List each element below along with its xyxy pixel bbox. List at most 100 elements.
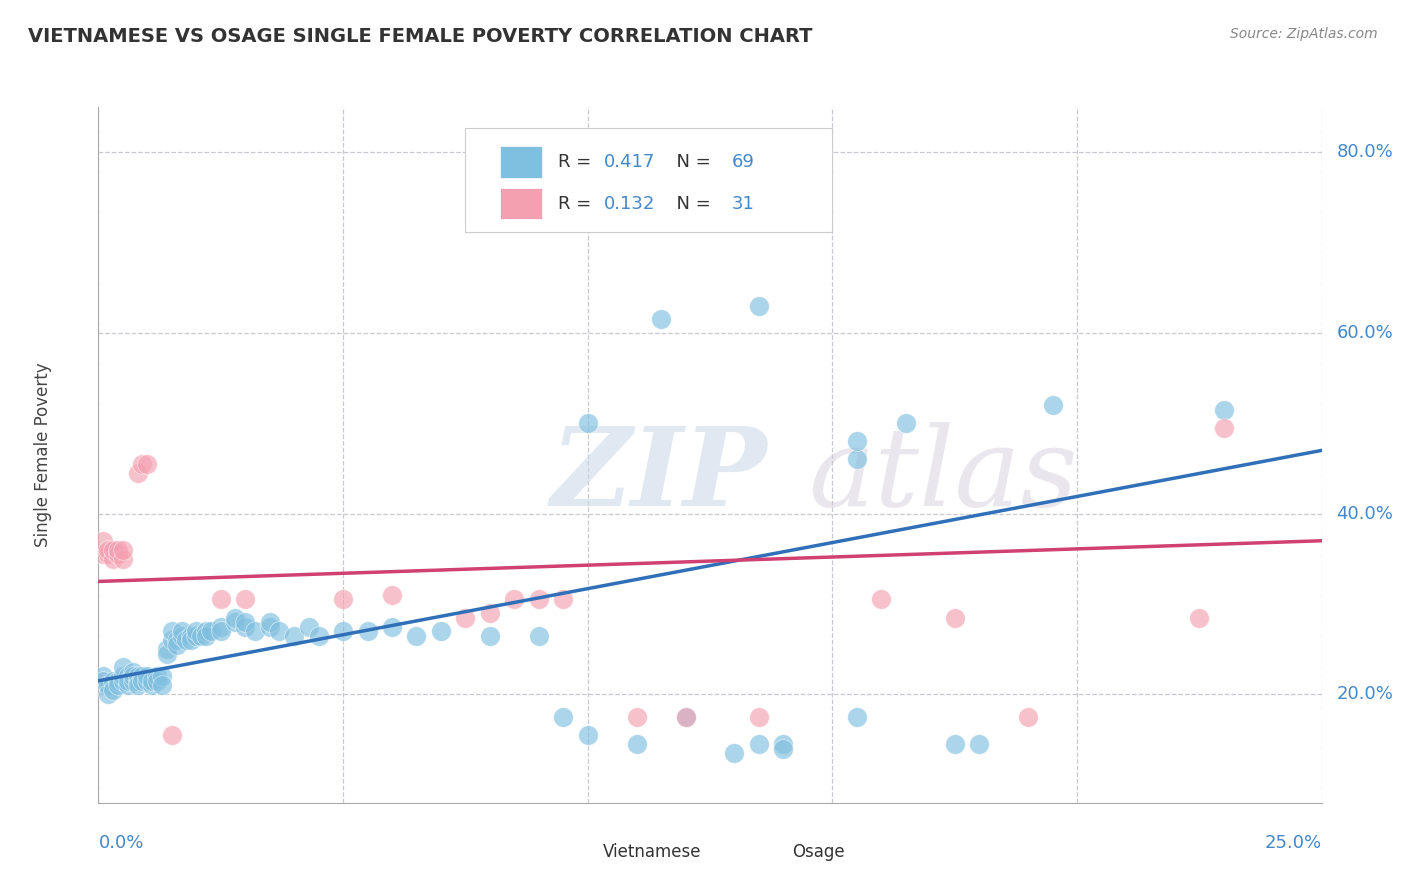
Point bbox=[107, 678, 129, 692]
FancyBboxPatch shape bbox=[499, 188, 543, 219]
Text: ZIP: ZIP bbox=[551, 422, 768, 530]
Point bbox=[527, 592, 550, 607]
Point bbox=[454, 610, 477, 624]
Point bbox=[209, 624, 232, 639]
Point bbox=[748, 737, 770, 751]
Point bbox=[224, 615, 246, 629]
Point bbox=[195, 629, 218, 643]
Point bbox=[150, 669, 173, 683]
Point bbox=[127, 466, 149, 480]
Point bbox=[675, 710, 697, 724]
Point bbox=[200, 624, 222, 639]
Point bbox=[166, 633, 188, 648]
Point bbox=[1212, 421, 1234, 435]
Point bbox=[91, 673, 114, 688]
Point bbox=[97, 678, 120, 692]
Point bbox=[1212, 402, 1234, 417]
Point bbox=[553, 592, 575, 607]
Point bbox=[127, 669, 149, 683]
Point bbox=[748, 710, 770, 724]
Point bbox=[156, 642, 179, 657]
Point bbox=[870, 592, 893, 607]
Text: 0.132: 0.132 bbox=[603, 194, 655, 213]
Text: 31: 31 bbox=[733, 194, 755, 213]
Point bbox=[967, 737, 990, 751]
Point bbox=[283, 629, 305, 643]
FancyBboxPatch shape bbox=[465, 128, 832, 232]
Point bbox=[553, 710, 575, 724]
Point bbox=[1188, 610, 1211, 624]
Point bbox=[101, 542, 124, 557]
Text: R =: R = bbox=[558, 194, 598, 213]
Point bbox=[111, 669, 134, 683]
Point bbox=[626, 710, 648, 724]
Point bbox=[160, 624, 183, 639]
Point bbox=[943, 737, 966, 751]
Point bbox=[97, 547, 120, 561]
Point bbox=[845, 452, 868, 467]
Point bbox=[233, 619, 256, 633]
Point bbox=[1017, 710, 1039, 724]
Text: 20.0%: 20.0% bbox=[1336, 685, 1393, 704]
Point bbox=[259, 619, 281, 633]
Text: Source: ZipAtlas.com: Source: ZipAtlas.com bbox=[1230, 27, 1378, 41]
Point bbox=[224, 610, 246, 624]
Point bbox=[527, 629, 550, 643]
Point bbox=[97, 542, 120, 557]
Point bbox=[576, 728, 599, 742]
Point bbox=[186, 629, 208, 643]
Point bbox=[478, 629, 501, 643]
Point bbox=[170, 629, 193, 643]
Point bbox=[121, 669, 143, 683]
FancyBboxPatch shape bbox=[499, 146, 543, 178]
Point bbox=[127, 678, 149, 692]
Point bbox=[332, 624, 354, 639]
Point bbox=[772, 737, 794, 751]
Point bbox=[243, 624, 266, 639]
Point bbox=[121, 665, 143, 679]
Point bbox=[146, 669, 169, 683]
Text: 69: 69 bbox=[733, 153, 755, 171]
Point bbox=[150, 678, 173, 692]
Point bbox=[503, 592, 526, 607]
Point bbox=[190, 629, 212, 643]
Point bbox=[136, 457, 159, 471]
Point bbox=[91, 669, 114, 683]
Point bbox=[136, 669, 159, 683]
Point bbox=[91, 533, 114, 548]
Point bbox=[111, 660, 134, 674]
Point bbox=[131, 669, 153, 683]
Point bbox=[131, 457, 153, 471]
Point bbox=[127, 673, 149, 688]
Point bbox=[723, 746, 745, 760]
Point bbox=[298, 619, 321, 633]
Text: Osage: Osage bbox=[792, 843, 845, 861]
Point bbox=[111, 673, 134, 688]
Point bbox=[117, 669, 139, 683]
Point bbox=[894, 417, 917, 431]
Point bbox=[141, 678, 163, 692]
Point bbox=[107, 547, 129, 561]
Point bbox=[748, 299, 770, 313]
Point bbox=[91, 547, 114, 561]
Point bbox=[943, 610, 966, 624]
Point bbox=[117, 673, 139, 688]
Point bbox=[650, 312, 672, 326]
Point bbox=[107, 673, 129, 688]
Point bbox=[101, 551, 124, 566]
Point bbox=[381, 588, 404, 602]
Point bbox=[269, 624, 291, 639]
Text: 60.0%: 60.0% bbox=[1336, 324, 1393, 342]
Point bbox=[101, 673, 124, 688]
Point bbox=[131, 673, 153, 688]
Point bbox=[308, 629, 330, 643]
Point bbox=[195, 624, 218, 639]
Point bbox=[356, 624, 378, 639]
Point bbox=[170, 624, 193, 639]
Point bbox=[180, 633, 202, 648]
Point bbox=[111, 551, 134, 566]
Point bbox=[772, 741, 794, 756]
Point bbox=[107, 542, 129, 557]
Point bbox=[233, 615, 256, 629]
Point bbox=[430, 624, 453, 639]
